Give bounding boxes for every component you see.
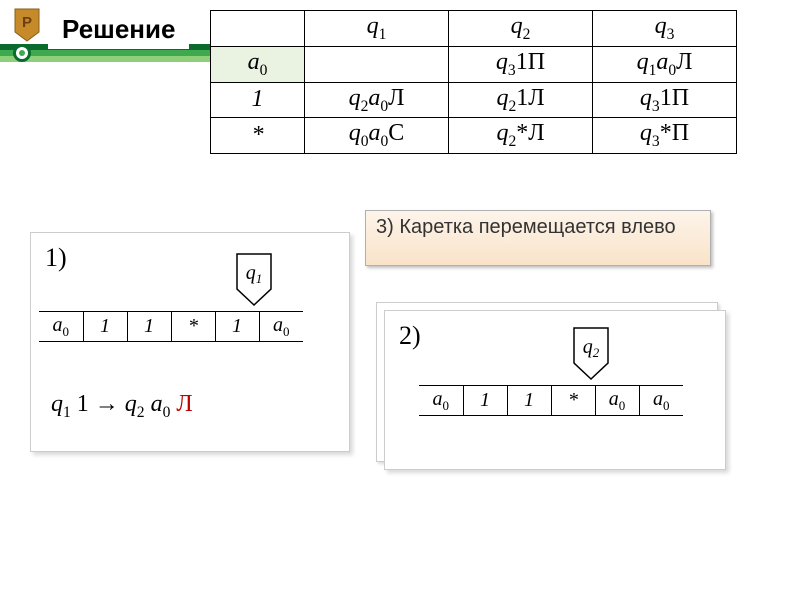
svg-text:q1: q1: [246, 262, 263, 286]
svg-text:q2: q2: [583, 336, 600, 360]
tape-cell: a0: [419, 386, 463, 416]
cell: q0a0С: [305, 118, 449, 154]
tape-cell: 1: [83, 312, 127, 342]
row-header: a0: [211, 46, 305, 82]
panel-number: 1): [45, 243, 67, 273]
cell: q2a0Л: [305, 82, 449, 118]
tape-cell: 1: [463, 386, 507, 416]
page-title: Решение: [48, 10, 189, 49]
col-header: q3: [593, 11, 737, 47]
transition-rule: q1 1→q2 a0 Л: [51, 391, 193, 422]
tape: a0 1 1 * 1 a0: [39, 311, 303, 342]
cell: q3*П: [593, 118, 737, 154]
step-panel-2: 2) q2 a0 1 1 * a0 a0: [384, 310, 726, 470]
tape-cell: *: [551, 386, 595, 416]
step-callout: 3) Каретка перемещается влево: [365, 210, 711, 266]
cell: q21Л: [449, 82, 593, 118]
cell: q31П: [449, 46, 593, 82]
col-header: q2: [449, 11, 593, 47]
tape-cell: *: [171, 312, 215, 342]
p-badge-icon: P: [14, 8, 40, 42]
cell: q31П: [593, 82, 737, 118]
transition-table: q1 q2 q3 a0 q31П q1a0Л 1 q2a0Л q21Л q31П…: [210, 10, 737, 154]
tape: a0 1 1 * a0 a0: [419, 385, 683, 416]
cell: q1a0Л: [593, 46, 737, 82]
col-header: q1: [305, 11, 449, 47]
tape-cell: 1: [507, 386, 551, 416]
row-header: *: [211, 118, 305, 154]
tape-cell: a0: [39, 312, 83, 342]
tape-cell: a0: [639, 386, 683, 416]
cell: q2*Л: [449, 118, 593, 154]
head-pointer-icon: q1: [234, 251, 274, 307]
panel-number: 2): [399, 321, 421, 351]
tape-cell: a0: [259, 312, 303, 342]
tape-cell: 1: [215, 312, 259, 342]
tape-cell: 1: [127, 312, 171, 342]
cell: [305, 46, 449, 82]
row-header: 1: [211, 82, 305, 118]
svg-text:P: P: [22, 14, 32, 31]
table-corner: [211, 11, 305, 47]
step-panel-1: 1) q1 a0 1 1 * 1 a0 q1 1→q2 a0 Л: [30, 232, 350, 452]
tape-cell: a0: [595, 386, 639, 416]
head-pointer-icon: q2: [571, 325, 611, 381]
